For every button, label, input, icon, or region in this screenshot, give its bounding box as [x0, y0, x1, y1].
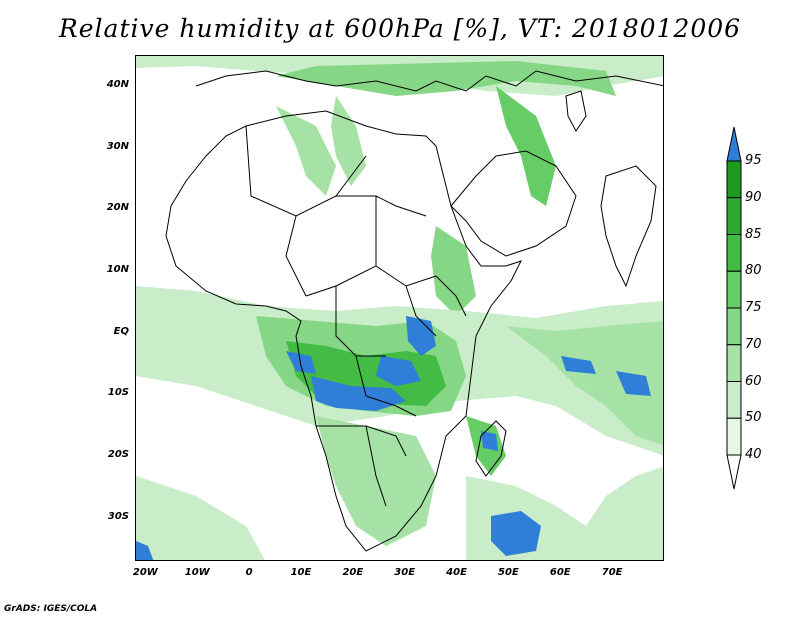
map-plot-area [135, 55, 664, 561]
humidity-core-sw-corner [136, 541, 154, 560]
africa-coastline [165, 110, 522, 552]
colorbar [726, 126, 742, 490]
caspian-coastline [565, 90, 587, 132]
colorbar-tick-label: 85 [745, 226, 762, 242]
humidity-core-s-indian [491, 511, 541, 556]
lon-tick-label: 10W [184, 567, 210, 578]
colorbar-tick-label: 95 [745, 153, 762, 168]
humidity-field [136, 56, 663, 560]
humidity-core-east-congo [376, 356, 421, 386]
colorbar-tick-label: 90 [745, 189, 762, 205]
colorbar-tick-label: 80 [745, 263, 762, 279]
colorbar-tick-label: 75 [745, 300, 762, 315]
humidity-core-mascarene [616, 371, 651, 396]
map-title: Relative humidity at 600hPa [%], VT: 201… [58, 14, 742, 43]
colorbar-tick-label: 70 [745, 336, 762, 352]
colorbar-swatch [726, 197, 742, 235]
colorbar-swatch [726, 270, 742, 309]
colorbar-swatch [726, 234, 742, 272]
humidity-area-s-indian [466, 466, 663, 560]
humidity-area-s-atlantic [136, 476, 265, 560]
humidity-core-mozambique-ch [481, 431, 498, 451]
humidity-area-southern-africa [316, 416, 436, 546]
colorbar-tick-label: 60 [745, 373, 762, 389]
humidity-core-rift [406, 316, 436, 356]
lon-tick-label: 30E [394, 567, 416, 578]
lat-tick-label: 30S [107, 510, 129, 522]
lon-tick-label: 60E [549, 567, 571, 578]
humidity-area-indian-ocean [506, 321, 663, 446]
coastlines [165, 70, 663, 552]
lat-tick-label: 20S [107, 449, 129, 461]
lat-tick-label: 30N [106, 140, 129, 152]
lat-tick-label: EQ [113, 325, 129, 337]
europe-coastline [195, 70, 663, 92]
colorbar-swatch [726, 160, 742, 199]
colorbar-swatch [726, 381, 742, 419]
lon-tick-label: 70E [601, 567, 623, 578]
humidity-core-congo-central [311, 376, 406, 411]
lon-tick-label: 0 [245, 567, 253, 578]
lon-tick-label: 50E [498, 567, 519, 578]
humidity-area-sahara [331, 96, 366, 186]
country-borders [245, 125, 467, 507]
colorbar-tick-label: 50 [745, 410, 762, 426]
arabia-coastline [450, 150, 577, 257]
india-coastline [600, 165, 657, 288]
lon-tick-label: 40E [446, 567, 467, 578]
humidity-core-congo-west [286, 351, 316, 374]
lat-tick-label: 10N [106, 263, 129, 275]
colorbar-bottom-arrow [726, 454, 742, 490]
humidity-core-reunion [561, 356, 596, 374]
colorbar-swatch [726, 307, 742, 346]
humidity-area-ethiopia [431, 226, 476, 316]
colorbar-top-arrow [726, 126, 742, 162]
lon-tick-label: 20W [132, 567, 158, 578]
lat-tick-label: 40N [106, 78, 129, 90]
colorbar-tick-label: 40 [745, 447, 762, 462]
humidity-area-mideast [496, 86, 556, 206]
colorbar-swatch [726, 417, 742, 456]
humidity-area-med [276, 61, 616, 96]
lat-tick-label: 20N [106, 202, 129, 214]
lon-tick-label: 20E [342, 567, 364, 578]
map-canvas [136, 56, 663, 560]
lat-tick-label: 10S [107, 387, 129, 399]
grads-credit: GrADS: IGES/COLA [4, 604, 98, 614]
colorbar-swatch [726, 344, 742, 382]
humidity-area-nw-africa [276, 106, 336, 196]
lon-tick-label: 10E [290, 567, 312, 578]
madagascar-coastline [475, 420, 507, 477]
